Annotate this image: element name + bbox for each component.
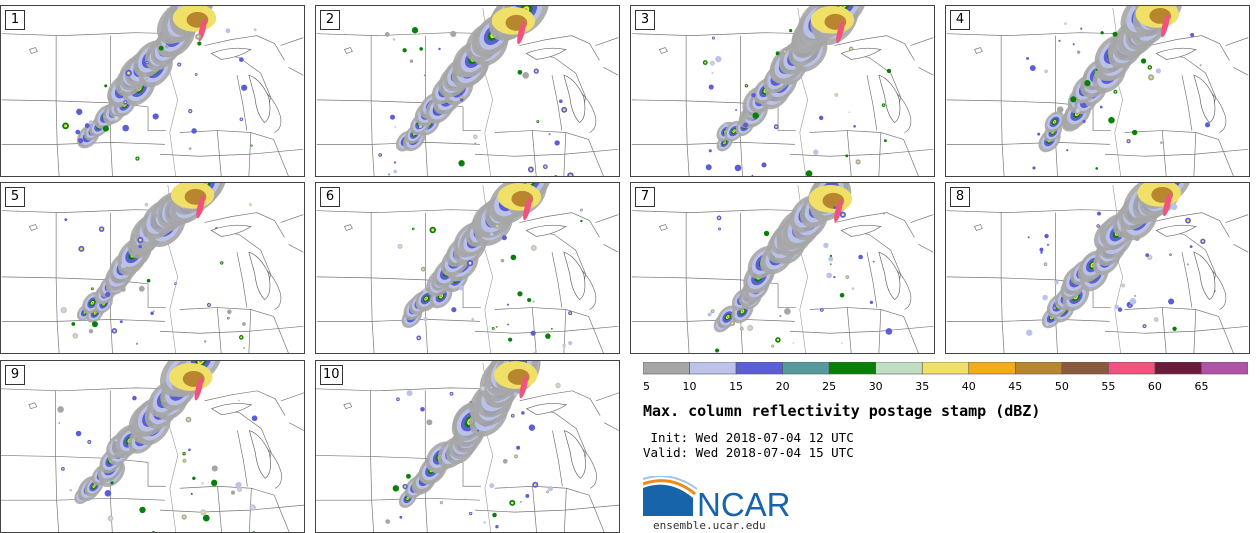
postage-stamp-panel: 7 [630, 182, 935, 354]
colorbar-tick-label: 10 [683, 380, 697, 392]
postage-stamp-panel: 8 [945, 182, 1250, 354]
member-number: 3 [635, 10, 655, 30]
postage-stamp-panel: 6 [315, 182, 620, 354]
colorbar-tick-label: 50 [1055, 380, 1069, 392]
colorbar-bin [689, 362, 737, 375]
colorbar-bin [1108, 362, 1156, 375]
reflectivity-map [946, 183, 1249, 353]
valid-time: Valid: Wed 2018-07-04 15 UTC [643, 445, 854, 460]
colorbar-tick-label: 65 [1194, 380, 1208, 392]
figure-title: Max. column reflectivity postage stamp (… [643, 402, 1041, 420]
reflectivity-map [1, 361, 304, 532]
colorbar-tick-label: 25 [822, 380, 836, 392]
colorbar-bin [643, 362, 690, 375]
member-number: 8 [950, 187, 970, 207]
ncar-logo-icon: NCAR [643, 476, 791, 520]
postage-stamp-panel: 4 [945, 5, 1250, 177]
init-time: Init: Wed 2018-07-04 12 UTC [643, 430, 854, 445]
member-number: 4 [950, 10, 970, 30]
member-number: 1 [5, 10, 25, 30]
colorbar-tick-label: 15 [729, 380, 743, 392]
reflectivity-map [316, 361, 619, 532]
postage-stamp-panel: 10 [315, 360, 620, 533]
reflectivity-map [316, 183, 619, 353]
colorbar-tick-label: 5 [643, 380, 650, 392]
logo-url: ensemble.ucar.edu [653, 519, 766, 532]
postage-stamp-panel: 9 [0, 360, 305, 533]
postage-stamp-panel: 2 [315, 5, 620, 177]
member-number: 7 [635, 187, 655, 207]
colorbar-tick-label: 55 [1101, 380, 1115, 392]
colorbar-bin [1201, 362, 1248, 375]
reflectivity-map [316, 6, 619, 176]
colorbar-bin [782, 362, 830, 375]
colorbar-tick-label: 45 [1008, 380, 1022, 392]
reflectivity-map [631, 183, 934, 353]
colorbar-bin [1154, 362, 1202, 375]
colorbar-bin [1015, 362, 1063, 375]
reflectivity-map [1, 6, 304, 176]
postage-stamp-panel: 5 [0, 182, 305, 354]
member-number: 9 [5, 365, 25, 385]
member-number: 5 [5, 187, 25, 207]
member-number: 10 [320, 365, 343, 385]
reflectivity-map [946, 6, 1249, 176]
postage-stamp-panel: 1 [0, 5, 305, 177]
colorbar-tick-label: 35 [915, 380, 929, 392]
colorbar-bin [968, 362, 1016, 375]
reflectivity-map [1, 183, 304, 353]
colorbar-bin [921, 362, 970, 375]
colorbar-tick-label: 40 [962, 380, 976, 392]
reflectivity-map [631, 6, 934, 176]
logo-wordmark: NCAR [697, 486, 791, 520]
member-number: 6 [320, 187, 340, 207]
colorbar-bin [875, 362, 923, 375]
reflectivity-colorbar: 5 10 15 20 25 30 35 40 45 50 55 60 65 [643, 362, 1248, 392]
colorbar-bin [1061, 362, 1109, 375]
colorbar-tick-label: 60 [1148, 380, 1162, 392]
postage-stamp-panel: 3 [630, 5, 935, 177]
colorbar-tick-label: 20 [776, 380, 790, 392]
colorbar-bin [735, 362, 783, 375]
colorbar-bin [828, 362, 876, 375]
colorbar-tick-label: 30 [869, 380, 883, 392]
member-number: 2 [320, 10, 340, 30]
